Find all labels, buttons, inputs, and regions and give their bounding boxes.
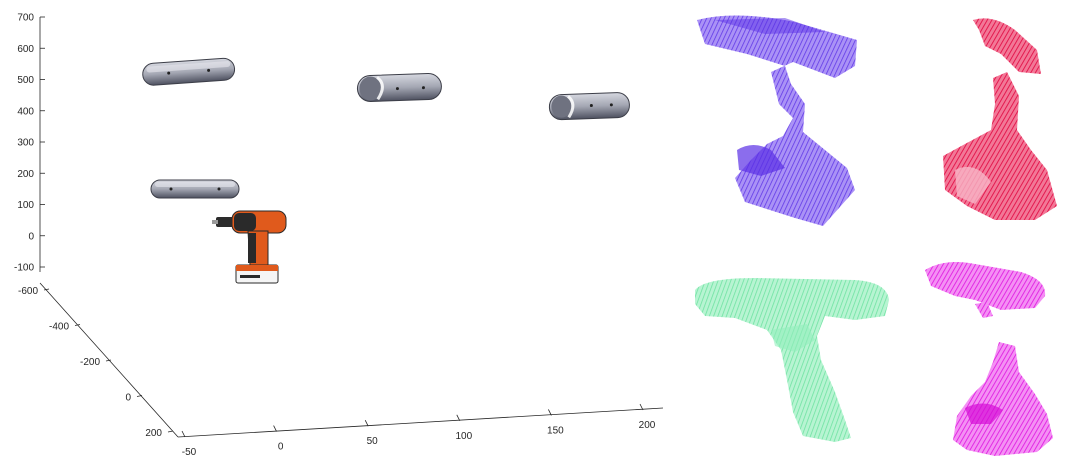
x-tick-label: -50	[182, 447, 197, 458]
point-cloud-panels	[695, 15, 1057, 456]
x-tick-mark	[364, 420, 369, 427]
drill-chuck	[216, 217, 234, 227]
z-axis-ticks: -100 0 100 200 300 400 500 600 700	[14, 13, 45, 274]
power-drill	[212, 210, 287, 284]
z-tick-label: 500	[17, 75, 34, 86]
x-tick-label: 200	[639, 420, 656, 431]
x-axis-ticks: -50 0 50 100 150 200	[181, 403, 656, 458]
y-tick-label: -600	[18, 286, 38, 297]
x-tick-mark	[181, 430, 186, 438]
y-tick-label: 200	[145, 428, 162, 439]
x-tick-label: 0	[278, 442, 284, 453]
y-axis-ticks: -600 -400 -200 0 200	[18, 286, 174, 439]
drill-cloud-red	[943, 18, 1057, 220]
y-tick-label: 0	[125, 393, 131, 404]
z-tick-label: 600	[17, 44, 34, 55]
y-tick-mark	[167, 430, 174, 433]
x-tick-mark	[639, 403, 644, 411]
z-tick-label: -100	[14, 263, 34, 274]
x-tick-label: 150	[547, 425, 564, 436]
y-tick-mark	[74, 324, 81, 326]
x-axis-line	[177, 407, 664, 438]
axis-lines	[39, 17, 664, 438]
z-tick-label: 400	[17, 106, 34, 117]
y-tick-label: -400	[49, 322, 69, 333]
y-tick-mark	[105, 359, 112, 362]
pill-gripper-1	[142, 57, 236, 86]
drill-cloud-blue	[697, 15, 857, 227]
z-tick-label: 300	[17, 138, 34, 149]
x-tick-mark	[456, 414, 461, 421]
pill-gripper-3	[548, 92, 630, 121]
z-tick-label: 200	[17, 169, 34, 180]
x-tick-mark	[273, 425, 277, 432]
z-tick-label: 100	[17, 200, 34, 211]
pill-gripper-4	[150, 179, 240, 199]
x-tick-label: 100	[455, 431, 472, 442]
drill-cloud-magenta	[925, 262, 1053, 456]
y-tick-mark	[43, 288, 50, 291]
pill-gripper-2	[356, 73, 442, 103]
z-tick-label: 0	[28, 231, 34, 242]
y-tick-label: -200	[80, 357, 100, 368]
drill-cloud-green	[695, 278, 889, 442]
x-tick-label: 50	[367, 436, 379, 447]
y-tick-mark	[136, 395, 143, 397]
z-tick-label: 700	[17, 13, 34, 24]
x-tick-mark	[548, 409, 552, 416]
